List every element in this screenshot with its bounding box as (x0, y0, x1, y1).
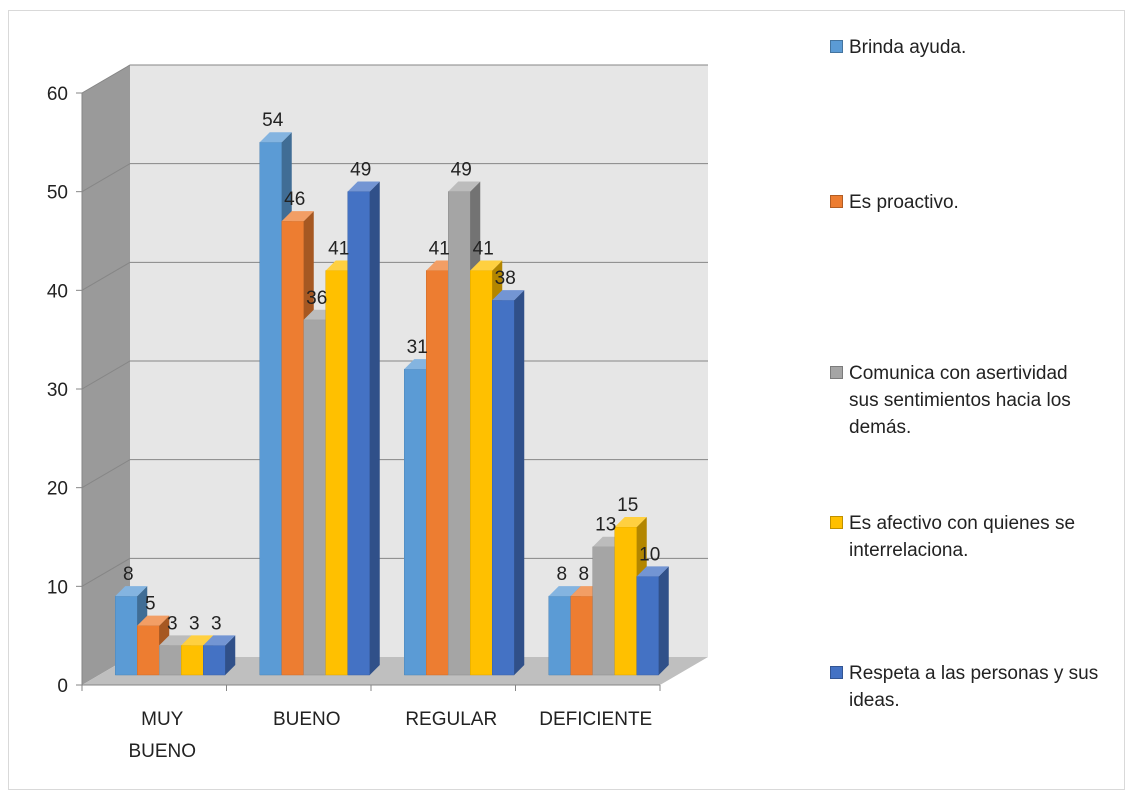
data-label: 13 (595, 515, 616, 536)
bar-front (303, 319, 326, 676)
data-label: 15 (617, 495, 638, 516)
bar-top (347, 181, 380, 192)
bar-front (159, 645, 182, 676)
legend-item-es-afectivo: Es afectivo con quienes se interrelacion… (830, 510, 1109, 564)
data-label: 3 (189, 613, 200, 634)
data-label: 8 (556, 564, 567, 585)
bar-front (614, 526, 637, 676)
bar-front (548, 595, 571, 676)
data-label: 3 (167, 613, 178, 634)
data-label: 8 (578, 564, 589, 585)
legend-item-respeta: Respeta a las personas y sus ideas. (830, 660, 1119, 714)
bar-front (426, 270, 449, 676)
bar-top (259, 132, 292, 143)
bar-front (448, 191, 471, 676)
x-category-label: MUY BUENO (128, 709, 196, 762)
bar-top (448, 181, 481, 192)
bar-front (347, 191, 370, 676)
bar-top (548, 586, 581, 597)
data-label: 46 (284, 189, 305, 210)
legend-swatch (830, 366, 843, 379)
bar-front (181, 645, 204, 676)
legend-label: Brinda ayuda. (849, 37, 967, 58)
y-tick-label: 60 (47, 84, 68, 105)
data-label: 38 (495, 268, 516, 289)
bar-front (115, 595, 138, 676)
bar-front (259, 141, 282, 676)
legend-label: Es proactivo. (849, 192, 959, 213)
bar-front (203, 645, 226, 676)
bar-top (636, 566, 669, 577)
data-label: 54 (262, 110, 284, 131)
bar-front (137, 625, 160, 676)
bar-top (159, 635, 192, 646)
bar-front (636, 576, 659, 676)
chart-legend: Brinda ayuda. Es proactivo. Comunica con… (830, 0, 1130, 795)
bar-front (592, 546, 615, 676)
bar-side (658, 566, 669, 675)
data-label: 31 (407, 337, 428, 358)
bar-top (181, 635, 214, 646)
bar-top (470, 260, 503, 271)
data-label: 5 (145, 594, 156, 615)
data-label: 49 (451, 160, 472, 181)
data-label: 36 (306, 288, 327, 309)
legend-swatch (830, 516, 843, 529)
bar-front (470, 270, 493, 676)
bar-side (514, 290, 525, 675)
bar-chart: 0 10 20 30 40 50 60 MUY BUENO BUENO REGULAR DEFICIE… (47, 64, 708, 762)
bar-top (281, 211, 314, 222)
y-tick-label: 40 (47, 281, 68, 302)
gridline (81, 163, 708, 193)
bar-front (281, 220, 304, 676)
bar-top (137, 615, 170, 626)
x-category-label: DEFICIENTE (539, 709, 652, 730)
x-category-label: BUENO (273, 709, 341, 730)
legend-label: Respeta a las personas y sus ideas. (849, 663, 1099, 711)
y-tick-label: 20 (47, 479, 68, 500)
data-label: 8 (123, 564, 134, 585)
data-label: 49 (350, 160, 371, 181)
legend-label: Comunica con asertividad sus sentimiento… (849, 363, 1071, 438)
y-tick-label: 10 (47, 577, 68, 598)
gridline (81, 64, 708, 94)
data-label: 41 (429, 238, 450, 259)
legend-swatch (830, 666, 843, 679)
bar-top (614, 517, 647, 527)
bar-front (325, 270, 348, 676)
y-tick-label: 50 (47, 183, 68, 204)
legend-swatch (830, 195, 843, 208)
y-tick-label: 30 (47, 380, 68, 401)
x-category-label: REGULAR (405, 709, 497, 730)
gridline (81, 261, 708, 291)
bar-side (225, 635, 236, 675)
bar-top (203, 635, 236, 646)
bar-front (404, 368, 427, 676)
legend-swatch (830, 40, 843, 53)
bar-top (492, 290, 525, 301)
data-label: 10 (639, 544, 660, 565)
legend-item-brinda-ayuda: Brinda ayuda. (830, 34, 1119, 61)
y-tick-label: 0 (57, 676, 68, 697)
data-label: 41 (328, 238, 349, 259)
legend-item-es-proactivo: Es proactivo. (830, 189, 1119, 216)
bar-front (492, 299, 515, 676)
data-label: 41 (473, 238, 494, 259)
legend-label: Es afectivo con quienes se interrelacion… (849, 513, 1076, 561)
data-label: 3 (211, 613, 222, 634)
bar-front (570, 595, 593, 676)
bar-side (369, 181, 380, 676)
bar-top (115, 586, 148, 597)
legend-item-comunica: Comunica con asertividad sus sentimiento… (830, 360, 1099, 441)
